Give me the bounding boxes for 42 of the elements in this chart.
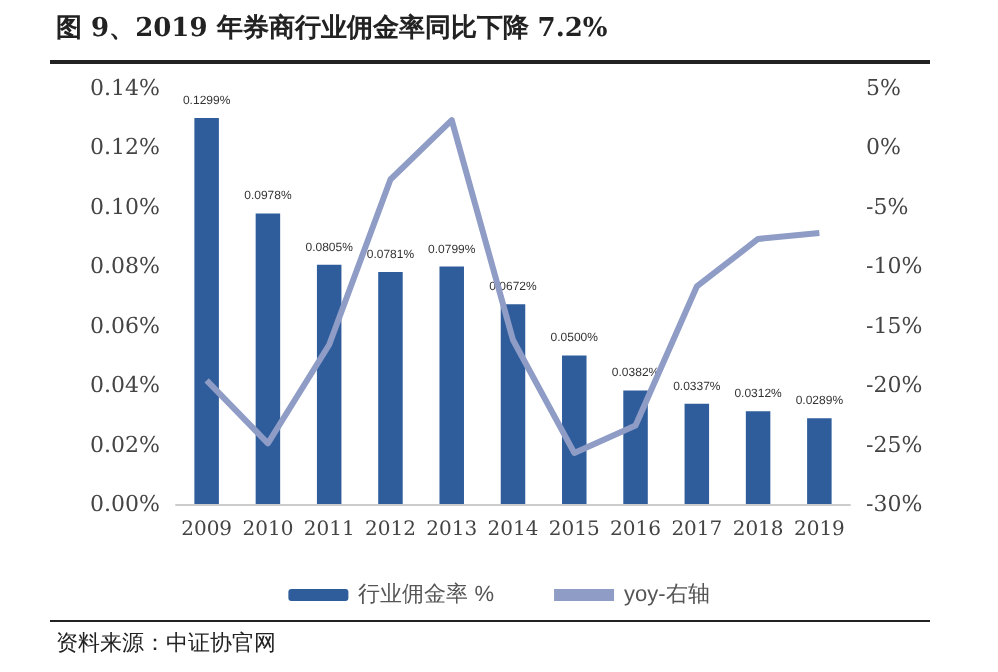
y2-tick-label: -10% [866, 253, 923, 280]
y-tick-label: 0.08% [90, 253, 160, 280]
text: 资料来源：中证协官网 [56, 628, 276, 658]
x-tick-label: 2015 [548, 519, 600, 541]
x-tick-label: 2017 [671, 519, 723, 541]
x-tick-label: 2010 [242, 519, 294, 541]
bar [500, 304, 526, 504]
x-tick-label: 2009 [181, 519, 233, 541]
bar [745, 411, 771, 504]
x-tick-label: 2019 [793, 519, 845, 541]
y-tick-label: 0.14% [90, 75, 160, 101]
y2-tick-label: -30% [866, 491, 923, 517]
legend-label: 行业佣金率 % [358, 581, 495, 607]
chart-title: 图 9、2019 年券商行业佣金率同比下降 7.2% [56, 11, 608, 46]
y2-tick-label: -25% [866, 431, 923, 458]
legend-label: yoy-右轴 [624, 581, 710, 607]
y2-tick-label: -15% [866, 312, 923, 339]
y-tick-label: 0.12% [90, 134, 160, 161]
x-tick-label: 2013 [426, 519, 478, 541]
y-tick-label: 0.06% [90, 312, 160, 339]
bar [316, 264, 342, 504]
bar [623, 390, 648, 504]
x-tick-label: 2014 [487, 519, 539, 541]
bar [378, 271, 403, 504]
x-tick-label: 2016 [610, 519, 661, 541]
y-tick-label: 0.02% [90, 431, 160, 458]
y2-tick-label: -5% [866, 193, 909, 220]
bar [684, 403, 710, 504]
x-tick-label: 2012 [365, 519, 416, 541]
bar [194, 118, 219, 504]
y-tick-label: 0.10% [90, 193, 160, 220]
y-tick-label: 0.04% [90, 372, 160, 399]
bar [255, 213, 281, 504]
y2-tick-label: 5% [866, 75, 901, 101]
y2-tick-label: 0% [866, 134, 901, 161]
bar [439, 266, 464, 504]
bar [562, 355, 587, 504]
x-tick-label: 2011 [303, 519, 355, 541]
x-tick-label: 2018 [732, 519, 784, 541]
bar [807, 418, 832, 504]
y-tick-label: 0.00% [90, 491, 160, 517]
y2-tick-label: -20% [866, 372, 923, 399]
